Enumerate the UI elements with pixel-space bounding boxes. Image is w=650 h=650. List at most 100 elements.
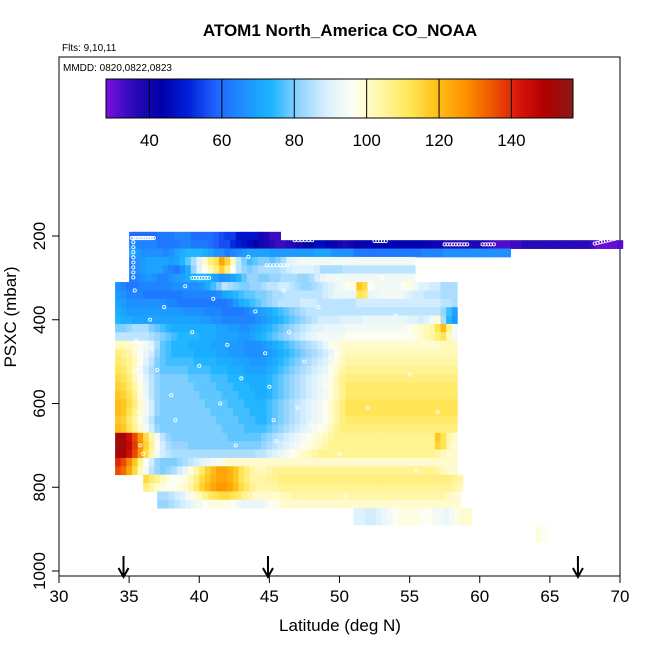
heatmap-cell bbox=[238, 307, 245, 316]
heatmap-cell bbox=[199, 323, 206, 333]
heatmap-cell bbox=[448, 491, 455, 501]
heatmap-cell bbox=[193, 382, 200, 392]
heatmap-cell bbox=[131, 449, 138, 459]
heatmap-cell bbox=[328, 298, 335, 308]
colorbar-segment bbox=[266, 79, 270, 118]
x-tick-label: 30 bbox=[50, 587, 69, 606]
heatmap-cell bbox=[204, 382, 211, 392]
heatmap-cell bbox=[159, 424, 166, 434]
heatmap-cell bbox=[289, 365, 296, 375]
heatmap-cell bbox=[404, 265, 411, 275]
heatmap-cell bbox=[249, 315, 256, 325]
heatmap-cell bbox=[398, 273, 405, 283]
heatmap-cell bbox=[272, 483, 279, 492]
heatmap-cell bbox=[182, 298, 189, 308]
heatmap-cell bbox=[370, 508, 377, 517]
heatmap-cell bbox=[244, 357, 251, 367]
heatmap-cell bbox=[176, 466, 183, 476]
heatmap-cell bbox=[154, 323, 161, 333]
heatmap-cell bbox=[412, 349, 419, 358]
heatmap-cell bbox=[350, 340, 357, 350]
heatmap-cell bbox=[429, 466, 436, 476]
colorbar-segment bbox=[136, 79, 140, 118]
heatmap-cell bbox=[423, 323, 430, 333]
heatmap-cell bbox=[446, 474, 453, 484]
heatmap-cell bbox=[227, 290, 234, 300]
heatmap-cell bbox=[199, 416, 206, 425]
heatmap-cell bbox=[289, 457, 296, 467]
heatmap-cell bbox=[286, 240, 293, 249]
heatmap-cell bbox=[162, 265, 169, 275]
heatmap-cell bbox=[154, 416, 161, 425]
heatmap-cell bbox=[339, 390, 346, 400]
flight-path-markers bbox=[129, 236, 617, 507]
colorbar-segment bbox=[376, 79, 381, 118]
heatmap-cell bbox=[339, 365, 346, 375]
heatmap-cell bbox=[381, 508, 388, 517]
heatmap-cell bbox=[434, 390, 441, 400]
heatmap-cell bbox=[384, 424, 391, 434]
heatmap-cell bbox=[277, 407, 284, 417]
heatmap-cell bbox=[401, 357, 408, 367]
heatmap-cell bbox=[182, 357, 189, 367]
heatmap-cell bbox=[238, 424, 245, 434]
heatmap-cell bbox=[535, 533, 542, 543]
heatmap-cell bbox=[148, 298, 155, 308]
sample-marker bbox=[407, 372, 412, 377]
colorbar-segment bbox=[399, 79, 404, 118]
heatmap-cell bbox=[409, 491, 416, 501]
heatmap-cell bbox=[572, 240, 579, 249]
heatmap-cell bbox=[120, 332, 127, 342]
heatmap-cell bbox=[244, 449, 251, 459]
heatmap-cell bbox=[272, 474, 279, 484]
heatmap-cell bbox=[277, 282, 284, 291]
heatmap-cell bbox=[238, 374, 245, 383]
heatmap-cell bbox=[249, 349, 256, 358]
heatmap-cell bbox=[188, 365, 195, 375]
heatmap-cell bbox=[274, 248, 281, 258]
heatmap-cell bbox=[401, 466, 408, 476]
heatmap-cell bbox=[246, 499, 253, 509]
heatmap-cell bbox=[300, 282, 307, 291]
heatmap-cell bbox=[120, 282, 127, 291]
heatmap-cell bbox=[260, 474, 267, 484]
heatmap-cell bbox=[367, 441, 374, 450]
heatmap-cell bbox=[311, 407, 318, 417]
heatmap-cell bbox=[356, 290, 363, 300]
heatmap-cell bbox=[190, 231, 197, 241]
heatmap-cell bbox=[230, 231, 237, 241]
heatmap-cell bbox=[263, 499, 270, 509]
heatmap-cell bbox=[328, 474, 335, 484]
heatmap-cell bbox=[193, 290, 200, 300]
heatmap-cell bbox=[342, 240, 349, 249]
heatmap-cell bbox=[412, 390, 419, 400]
heatmap-cell bbox=[272, 357, 279, 367]
heatmap-cell bbox=[350, 449, 357, 459]
sample-marker bbox=[246, 254, 251, 259]
heatmap-cell bbox=[159, 466, 166, 476]
heatmap-cell bbox=[230, 240, 237, 249]
heatmap-cell bbox=[333, 298, 340, 308]
heatmap-cell bbox=[333, 323, 340, 333]
heatmap-cell bbox=[204, 432, 211, 442]
heatmap-cell bbox=[165, 374, 172, 383]
heatmap-cell bbox=[143, 340, 150, 350]
heatmap-cell bbox=[311, 290, 318, 300]
heatmap-cell bbox=[440, 315, 447, 325]
heatmap-cell bbox=[168, 240, 175, 249]
heatmap-cell bbox=[311, 307, 318, 316]
heatmap-cell bbox=[350, 399, 357, 409]
heatmap-cell bbox=[387, 240, 394, 249]
heatmap-cell bbox=[244, 340, 251, 350]
heatmap-cell bbox=[356, 390, 363, 400]
heatmap-cell bbox=[120, 298, 127, 308]
heatmap-cell bbox=[389, 307, 396, 316]
heatmap-cell bbox=[204, 457, 211, 467]
heatmap-cell bbox=[218, 256, 225, 266]
heatmap-cell bbox=[325, 499, 332, 509]
heatmap-cell bbox=[451, 441, 458, 450]
heatmap-cell bbox=[202, 248, 209, 258]
colorbar-segment bbox=[569, 79, 574, 118]
heatmap-cell bbox=[277, 290, 284, 300]
colorbar-segment bbox=[446, 79, 451, 118]
